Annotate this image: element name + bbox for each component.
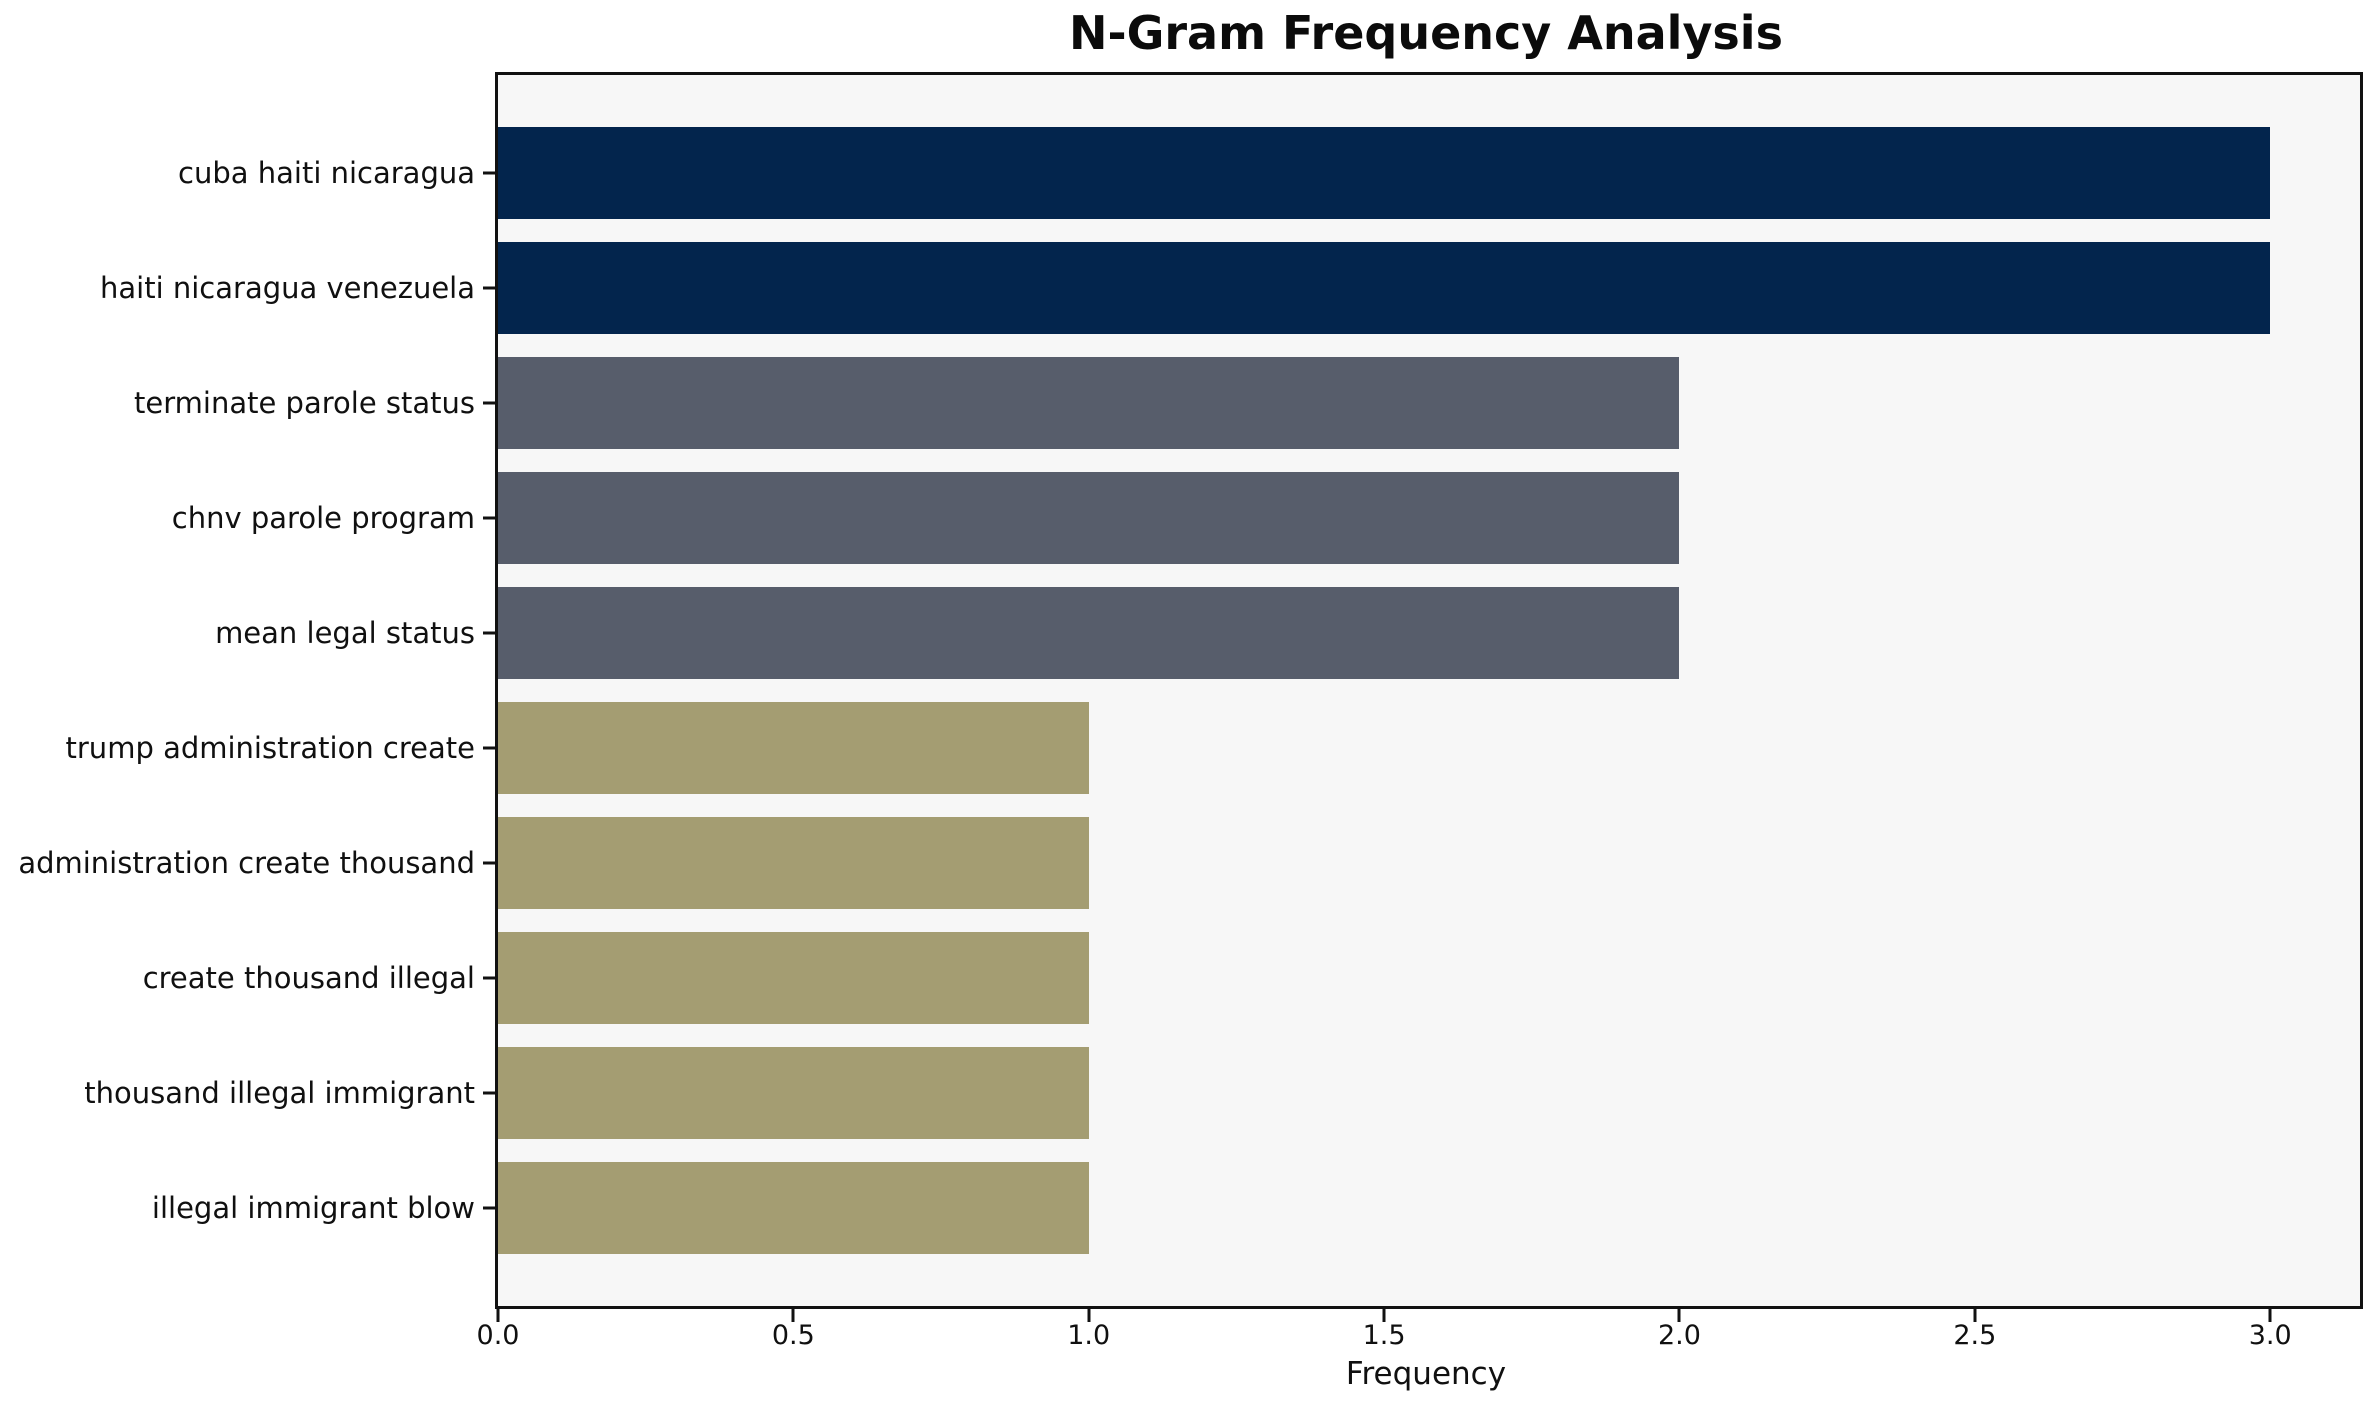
bar-thousand-illegal-immigrant: [498, 1047, 1089, 1139]
y-tick-terminate-parole-status: [483, 401, 495, 405]
y-tick-label-chnv-parole-program: chnv parole program: [171, 501, 475, 535]
y-tick-haiti-nicaragua-venezuela: [483, 286, 495, 290]
y-tick-label-terminate-parole-status: terminate parole status: [134, 386, 475, 420]
bar-cuba-haiti-nicaragua: [498, 127, 2271, 219]
x-tick-label-0.5: 0.5: [771, 1320, 815, 1351]
bar-illegal-immigrant-blow: [498, 1162, 1089, 1254]
x-tick-label-2.5: 2.5: [1953, 1320, 1997, 1351]
x-tick-0.0: [496, 1309, 500, 1322]
bar-create-thousand-illegal: [498, 932, 1089, 1024]
bar-chnv-parole-program: [498, 472, 1680, 564]
y-tick-thousand-illegal-immigrant: [483, 1091, 495, 1095]
bar-trump-administration-create: [498, 702, 1089, 794]
x-tick-label-0.0: 0.0: [476, 1320, 520, 1351]
x-tick-label-2.0: 2.0: [1657, 1320, 1701, 1351]
bar-administration-create-thousand: [498, 817, 1089, 909]
bar-haiti-nicaragua-venezuela: [498, 242, 2271, 334]
bar-mean-legal-status: [498, 587, 1680, 679]
x-tick-label-3.0: 3.0: [2248, 1320, 2292, 1351]
y-tick-label-illegal-immigrant-blow: illegal immigrant blow: [151, 1191, 475, 1225]
y-tick-label-haiti-nicaragua-venezuela: haiti nicaragua venezuela: [100, 271, 475, 305]
chart-title: N-Gram Frequency Analysis: [1069, 6, 1783, 60]
y-tick-mean-legal-status: [483, 631, 495, 635]
y-tick-create-thousand-illegal: [483, 976, 495, 980]
y-tick-label-create-thousand-illegal: create thousand illegal: [142, 961, 475, 995]
y-tick-cuba-haiti-nicaragua: [483, 171, 495, 175]
y-tick-label-trump-administration-create: trump administration create: [65, 731, 475, 765]
y-tick-chnv-parole-program: [483, 516, 495, 520]
plot-area: [495, 72, 2363, 1309]
x-tick-0.5: [791, 1309, 795, 1322]
y-tick-trump-administration-create: [483, 746, 495, 750]
y-tick-label-cuba-haiti-nicaragua: cuba haiti nicaragua: [178, 156, 475, 190]
y-tick-illegal-immigrant-blow: [483, 1206, 495, 1210]
bar-terminate-parole-status: [498, 357, 1680, 449]
x-tick-label-1.0: 1.0: [1067, 1320, 1111, 1351]
x-tick-1.0: [1087, 1309, 1091, 1322]
y-tick-administration-create-thousand: [483, 861, 495, 865]
x-tick-label-1.5: 1.5: [1362, 1320, 1406, 1351]
y-tick-label-thousand-illegal-immigrant: thousand illegal immigrant: [84, 1076, 475, 1110]
x-tick-1.5: [1382, 1309, 1386, 1322]
x-tick-3.0: [2268, 1309, 2272, 1322]
x-tick-2.5: [1973, 1309, 1977, 1322]
x-tick-2.0: [1677, 1309, 1681, 1322]
x-axis-title: Frequency: [1345, 1356, 1507, 1392]
y-tick-label-mean-legal-status: mean legal status: [215, 616, 475, 650]
y-tick-label-administration-create-thousand: administration create thousand: [18, 846, 475, 880]
